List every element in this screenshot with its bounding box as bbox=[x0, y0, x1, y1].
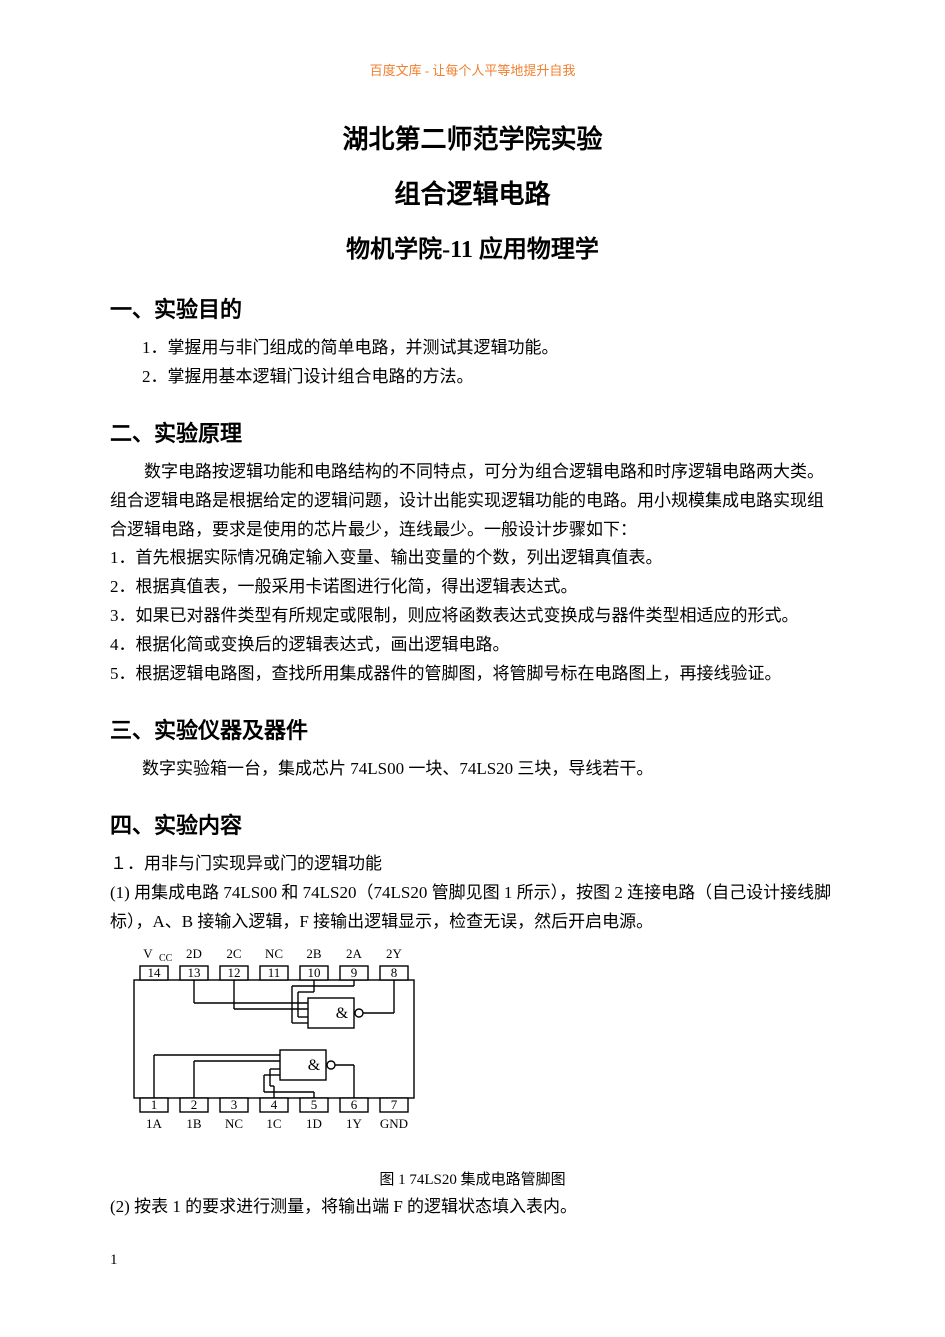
sec2-step5: 5．根据逻辑电路图，查找所用集成器件的管脚图，将管脚号标在电路图上，再接线验证。 bbox=[110, 660, 835, 689]
sec2-step1: 1．首先根据实际情况确定输入变量、输出变量的个数，列出逻辑真值表。 bbox=[110, 544, 835, 573]
sec2-para: 数字电路按逻辑功能和电路结构的不同特点，可分为组合逻辑电路和时序逻辑电路两大类。… bbox=[110, 458, 835, 545]
svg-text:8: 8 bbox=[391, 965, 398, 980]
svg-text:2B: 2B bbox=[306, 946, 322, 961]
svg-text:&: & bbox=[308, 1057, 321, 1074]
sec2-step3: 3．如果已对器件类型有所规定或限制，则应将函数表达式变换成与器件类型相适应的形式… bbox=[110, 602, 835, 631]
svg-text:2Y: 2Y bbox=[386, 946, 403, 961]
svg-text:2C: 2C bbox=[226, 946, 241, 961]
svg-text:&: & bbox=[336, 1005, 349, 1022]
title-main: 湖北第二师范学院实验 bbox=[110, 119, 835, 156]
section-2-heading: 二、实验原理 bbox=[110, 416, 835, 448]
svg-text:6: 6 bbox=[351, 1097, 358, 1112]
sec1-item2: 2．掌握用基本逻辑门设计组合电路的方法。 bbox=[142, 363, 835, 392]
section-3-heading: 三、实验仪器及器件 bbox=[110, 713, 835, 745]
pinout-svg: VCC2D2CNC2B2A2Y14131211109812345671A1BNC… bbox=[110, 944, 470, 1159]
sec4-p2: (2) 按表 1 的要求进行测量，将输出端 F 的逻辑状态填入表内。 bbox=[110, 1193, 835, 1222]
svg-text:2A: 2A bbox=[346, 946, 363, 961]
svg-text:CC: CC bbox=[159, 953, 173, 964]
svg-text:11: 11 bbox=[268, 965, 281, 980]
svg-text:7: 7 bbox=[391, 1097, 398, 1112]
svg-text:2D: 2D bbox=[186, 946, 202, 961]
svg-text:1C: 1C bbox=[266, 1116, 281, 1131]
svg-text:9: 9 bbox=[351, 965, 358, 980]
svg-text:10: 10 bbox=[308, 965, 321, 980]
svg-text:1A: 1A bbox=[146, 1116, 163, 1131]
svg-text:1: 1 bbox=[151, 1097, 158, 1112]
svg-text:NC: NC bbox=[265, 946, 283, 961]
svg-text:1D: 1D bbox=[306, 1116, 322, 1131]
svg-text:2: 2 bbox=[191, 1097, 198, 1112]
pinout-diagram: VCC2D2CNC2B2A2Y14131211109812345671A1BNC… bbox=[110, 944, 835, 1164]
svg-text:GND: GND bbox=[380, 1116, 408, 1131]
sec1-item1: 1．掌握用与非门组成的简单电路，并测试其逻辑功能。 bbox=[142, 334, 835, 363]
svg-text:12: 12 bbox=[228, 965, 241, 980]
svg-text:4: 4 bbox=[271, 1097, 278, 1112]
section-1-heading: 一、实验目的 bbox=[110, 292, 835, 324]
page-number: 1 bbox=[110, 1252, 835, 1269]
svg-text:1Y: 1Y bbox=[346, 1116, 363, 1131]
title-sub: 组合逻辑电路 bbox=[110, 174, 835, 211]
diagram-caption: 图 1 74LS20 集成电路管脚图 bbox=[110, 1168, 835, 1189]
sec4-sub1: １．用非与门实现异或门的逻辑功能 bbox=[110, 850, 835, 879]
svg-text:NC: NC bbox=[225, 1116, 243, 1131]
svg-text:1B: 1B bbox=[186, 1116, 202, 1131]
page: 百度文库 - 让每个人平等地提升自我 湖北第二师范学院实验 组合逻辑电路 物机学… bbox=[0, 0, 945, 1309]
sec4-p1: (1) 用集成电路 74LS00 和 74LS20（74LS20 管脚见图 1 … bbox=[110, 879, 835, 937]
svg-text:13: 13 bbox=[188, 965, 201, 980]
svg-text:14: 14 bbox=[148, 965, 162, 980]
svg-text:V: V bbox=[143, 946, 153, 961]
svg-text:5: 5 bbox=[311, 1097, 318, 1112]
section-4-heading: 四、实验内容 bbox=[110, 808, 835, 840]
title-class: 物机学院-11 应用物理学 bbox=[110, 229, 835, 264]
sec2-step4: 4．根据化简或变换后的逻辑表达式，画出逻辑电路。 bbox=[110, 631, 835, 660]
sec3-text: 数字实验箱一台，集成芯片 74LS00 一块、74LS20 三块，导线若干。 bbox=[142, 755, 835, 784]
svg-text:3: 3 bbox=[231, 1097, 238, 1112]
watermark-text: 百度文库 - 让每个人平等地提升自我 bbox=[110, 60, 835, 79]
sec2-step2: 2．根据真值表，一般采用卡诺图进行化简，得出逻辑表达式。 bbox=[110, 573, 835, 602]
